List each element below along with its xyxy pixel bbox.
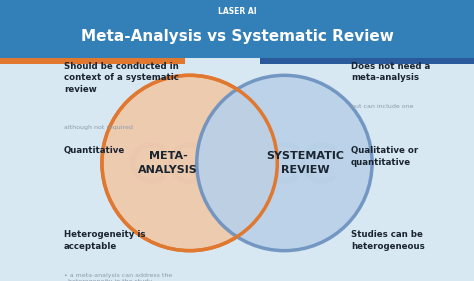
Text: Qualitative or
quantitative: Qualitative or quantitative <box>351 146 418 167</box>
Bar <box>0 64 474 281</box>
Bar <box>260 58 474 64</box>
Text: SYSTEMATIC
REVIEW: SYSTEMATIC REVIEW <box>267 151 345 175</box>
Text: Should be conducted in
context of a systematic
review: Should be conducted in context of a syst… <box>64 62 179 94</box>
Text: LASER AI: LASER AI <box>218 6 256 15</box>
Text: Studies can be
heterogeneous: Studies can be heterogeneous <box>351 230 425 251</box>
Text: but can include one: but can include one <box>351 104 413 109</box>
Text: Meta-Analysis vs Systematic Review: Meta-Analysis vs Systematic Review <box>81 28 393 44</box>
Bar <box>0 0 474 58</box>
Ellipse shape <box>197 75 372 251</box>
Text: Does not need a
meta-analysis: Does not need a meta-analysis <box>351 62 430 82</box>
Text: Quantitative: Quantitative <box>64 146 125 155</box>
Text: although not required: although not required <box>64 125 133 130</box>
Ellipse shape <box>102 75 277 251</box>
Text: Heterogeneity is
acceptable: Heterogeneity is acceptable <box>64 230 146 251</box>
Text: • a meta-analysis can address the
  heterogeneity in the study: • a meta-analysis can address the hetero… <box>64 273 172 281</box>
Text: META-
ANALYSIS: META- ANALYSIS <box>138 151 198 175</box>
Bar <box>0 58 185 64</box>
